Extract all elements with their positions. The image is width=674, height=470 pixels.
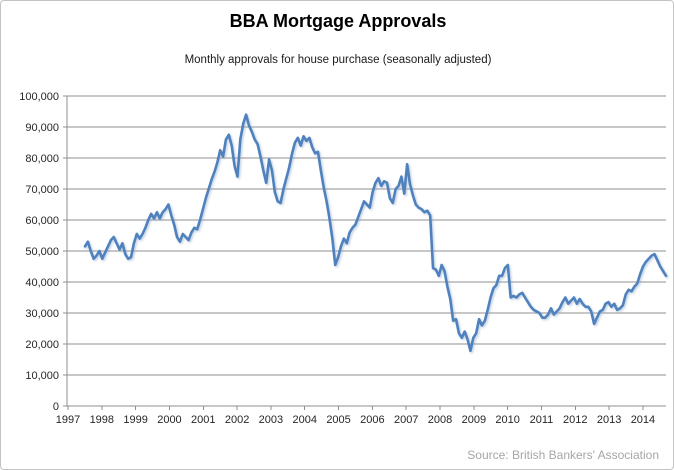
svg-text:30,000: 30,000 <box>25 308 59 320</box>
svg-text:2008: 2008 <box>428 414 452 426</box>
svg-text:90,000: 90,000 <box>25 122 59 134</box>
svg-text:2005: 2005 <box>326 414 350 426</box>
svg-text:2009: 2009 <box>462 414 486 426</box>
svg-text:60,000: 60,000 <box>25 215 59 227</box>
svg-text:2014: 2014 <box>631 414 655 426</box>
svg-text:0: 0 <box>53 401 59 413</box>
axis-tick-labels: 0 10,000 20,000 30,000 40,000 50,000 60,000 70,… <box>19 91 655 426</box>
svg-text:50,000: 50,000 <box>25 246 59 258</box>
svg-text:2003: 2003 <box>259 414 283 426</box>
axes <box>63 95 666 410</box>
svg-text:2000: 2000 <box>157 414 181 426</box>
svg-text:2010: 2010 <box>495 414 519 426</box>
svg-text:100,000: 100,000 <box>19 91 59 103</box>
svg-text:2007: 2007 <box>394 414 418 426</box>
svg-text:1997: 1997 <box>56 414 80 426</box>
svg-text:2012: 2012 <box>563 414 587 426</box>
svg-text:2004: 2004 <box>292 414 316 426</box>
data-series-line <box>83 113 668 353</box>
svg-text:80,000: 80,000 <box>25 153 59 165</box>
svg-text:40,000: 40,000 <box>25 277 59 289</box>
svg-text:10,000: 10,000 <box>25 370 59 382</box>
gridlines <box>67 95 666 376</box>
svg-text:1999: 1999 <box>123 414 147 426</box>
chart-subtitle: Monthly approvals for house purchase (se… <box>184 54 492 66</box>
svg-text:1998: 1998 <box>90 414 114 426</box>
source-note: Source: British Bankers' Association <box>467 448 659 462</box>
svg-text:70,000: 70,000 <box>25 184 59 196</box>
svg-text:20,000: 20,000 <box>25 339 59 351</box>
svg-text:2013: 2013 <box>597 414 621 426</box>
svg-text:2011: 2011 <box>530 414 554 426</box>
svg-text:2001: 2001 <box>191 414 215 426</box>
svg-text:2006: 2006 <box>360 414 384 426</box>
svg-text:2002: 2002 <box>225 414 249 426</box>
chart-title: BBA Mortgage Approvals <box>229 11 447 31</box>
